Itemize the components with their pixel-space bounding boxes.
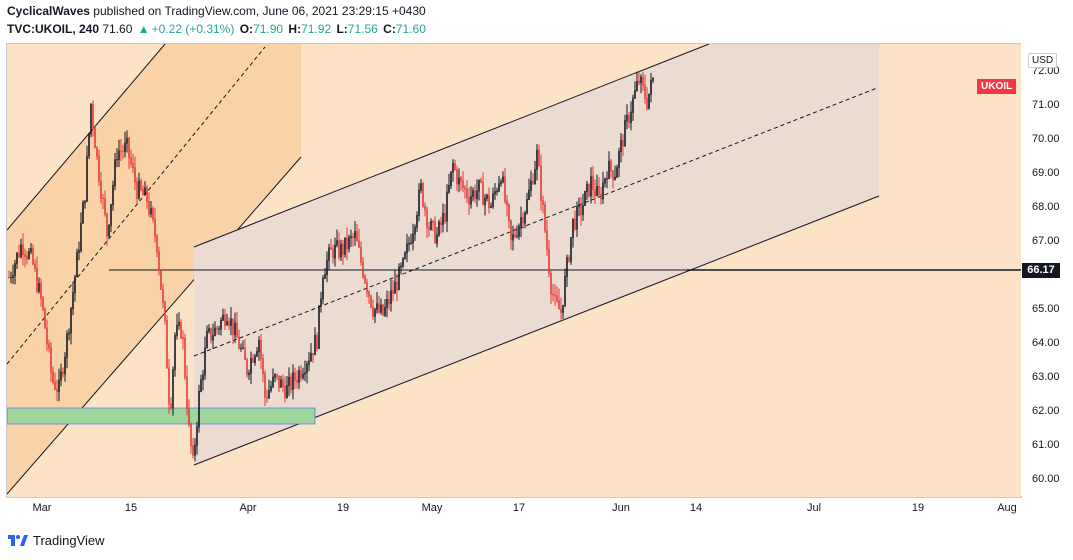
price-change: +0.22 (+0.31%) <box>151 22 235 36</box>
price-tick: 70.00 <box>1032 133 1060 145</box>
symbol-legend: TVC:UKOIL, 240 71.60 ▲ +0.22 (+0.31%) O:7… <box>7 22 428 36</box>
main-channel-median[interactable] <box>193 87 878 357</box>
price-tick: 71.00 <box>1032 99 1060 111</box>
up-arrow-icon: ▲ <box>137 22 150 36</box>
left-channel-median[interactable] <box>7 46 266 365</box>
support-zone[interactable] <box>7 407 316 425</box>
open-label: O: <box>239 22 254 36</box>
price-tick: 62.00 <box>1032 405 1060 417</box>
symbol-title[interactable]: TVC:UKOIL, 240 <box>7 22 100 36</box>
time-tick: Jul <box>806 502 822 514</box>
time-axis[interactable]: Mar 15 Apr 19 May 17 Jun 14 Jul 19 Aug <box>6 497 1020 519</box>
price-tick: 60.00 <box>1032 473 1060 485</box>
time-tick: May <box>421 502 443 514</box>
high-value: 71.92 <box>301 22 332 36</box>
time-tick: 19 <box>911 502 925 514</box>
publish-info: CyclicalWaves published on TradingView.c… <box>7 4 426 18</box>
chart-pane[interactable] <box>6 43 1022 498</box>
author-name[interactable]: CyclicalWaves <box>7 4 90 18</box>
publish-date: published on TradingView.com, June 06, 2… <box>93 4 426 18</box>
high-label: H: <box>288 22 302 36</box>
price-tick: 68.00 <box>1032 201 1060 213</box>
left-channel-lower[interactable] <box>7 156 302 495</box>
price-tick: 67.00 <box>1032 235 1060 247</box>
close-value: 71.60 <box>395 22 426 36</box>
price-tick: 69.00 <box>1032 167 1060 179</box>
price-chart[interactable] <box>7 44 1021 497</box>
close-label: C: <box>383 22 396 36</box>
brand-name: TradingView <box>33 533 105 548</box>
candles-group <box>8 71 654 462</box>
open-value: 71.90 <box>253 22 284 36</box>
price-tick: 64.00 <box>1032 337 1060 349</box>
price-tick: 72.00 <box>1032 65 1060 77</box>
time-tick: 19 <box>336 502 350 514</box>
main-channel-upper[interactable] <box>193 44 710 248</box>
time-tick: Apr <box>239 502 257 514</box>
last-price: 71.60 <box>102 22 133 36</box>
main-channel-fill <box>194 44 879 465</box>
left-channel-upper[interactable] <box>7 44 166 231</box>
price-tick: 61.00 <box>1032 439 1060 451</box>
time-tick: 14 <box>689 502 703 514</box>
currency-label[interactable]: USD <box>1028 53 1058 68</box>
low-value: 71.56 <box>347 22 378 36</box>
time-tick: Jun <box>612 502 630 514</box>
price-tick: 63.00 <box>1032 371 1060 383</box>
time-tick: Aug <box>997 502 1017 514</box>
price-line-label: 66.17 <box>1022 263 1060 278</box>
time-tick: 17 <box>512 502 526 514</box>
symbol-tag: UKOIL <box>977 79 1017 94</box>
price-tick: 65.00 <box>1032 303 1060 315</box>
time-tick: 15 <box>124 502 138 514</box>
tradingview-logo-icon <box>8 534 28 546</box>
time-tick: Mar <box>32 502 52 514</box>
tradingview-footer[interactable]: TradingView <box>8 533 105 548</box>
low-label: L: <box>336 22 348 36</box>
left-channel-fill <box>7 44 301 494</box>
